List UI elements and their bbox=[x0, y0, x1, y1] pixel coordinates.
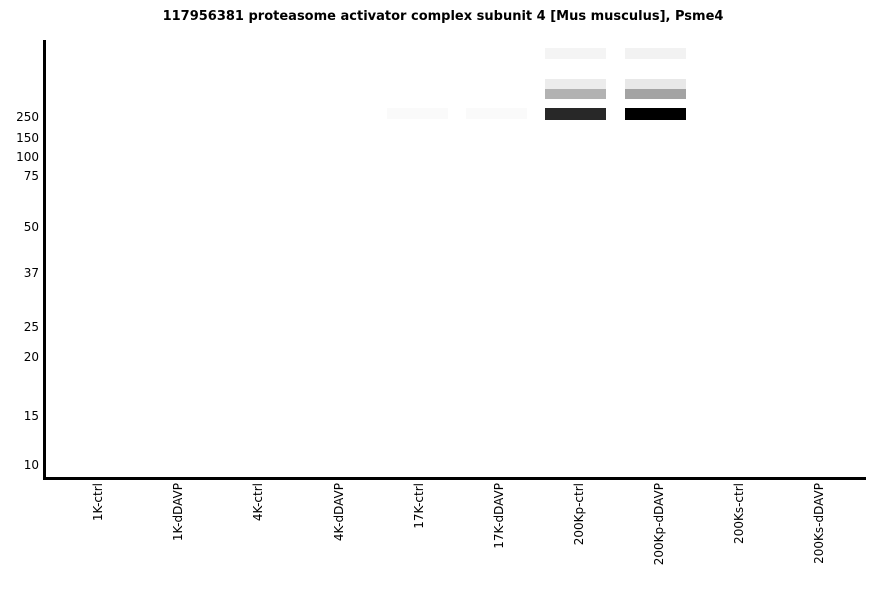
band-17k-ddavp-1 bbox=[466, 108, 527, 119]
y-tick-label-25: 25 bbox=[23, 320, 39, 334]
x-tick-label-4k-ddavp: 4K-dDAVP bbox=[332, 483, 346, 542]
y-tick-label-75: 75 bbox=[23, 169, 39, 183]
x-axis-line bbox=[43, 477, 866, 480]
x-tick-label-200ks-ctrl: 200Ks-ctrl bbox=[732, 483, 746, 544]
y-axis-line bbox=[43, 40, 46, 480]
band-200kp-ctrl-2 bbox=[545, 48, 606, 59]
x-tick-label-1k-ddavp: 1K-dDAVP bbox=[171, 483, 185, 542]
x-tick-label-200kp-ddavp: 200Kp-dDAVP bbox=[652, 483, 666, 566]
band-200kp-ddavp-9 bbox=[625, 108, 686, 120]
y-tick-label-37: 37 bbox=[23, 266, 39, 280]
x-tick-label-4k-ctrl: 4K-ctrl bbox=[251, 483, 265, 522]
band-200kp-ddavp-6 bbox=[625, 48, 686, 59]
band-200kp-ddavp-8 bbox=[625, 89, 686, 99]
y-tick-label-150: 150 bbox=[16, 131, 39, 145]
band-200kp-ctrl-4 bbox=[545, 89, 606, 99]
y-tick-label-250: 250 bbox=[16, 110, 39, 124]
y-tick-label-15: 15 bbox=[23, 409, 39, 423]
x-tick-label-17k-ctrl: 17K-ctrl bbox=[412, 483, 426, 529]
y-tick-label-20: 20 bbox=[23, 350, 39, 364]
band-200kp-ctrl-5 bbox=[545, 108, 606, 120]
y-tick-label-100: 100 bbox=[16, 150, 39, 164]
x-tick-label-17k-ddavp: 17K-dDAVP bbox=[492, 483, 506, 549]
x-tick-label-200kp-ctrl: 200Kp-ctrl bbox=[572, 483, 586, 546]
band-200kp-ddavp-7 bbox=[625, 79, 686, 89]
y-tick-label-10: 10 bbox=[23, 458, 39, 472]
band-17k-ctrl-0 bbox=[386, 108, 448, 119]
x-tick-label-1k-ctrl: 1K-ctrl bbox=[91, 483, 105, 522]
y-tick-label-50: 50 bbox=[23, 220, 39, 234]
x-tick-label-200ks-ddavp: 200Ks-dDAVP bbox=[812, 483, 826, 564]
band-200kp-ctrl-3 bbox=[545, 79, 606, 89]
chart-title: 117956381 proteasome activator complex s… bbox=[162, 9, 724, 24]
